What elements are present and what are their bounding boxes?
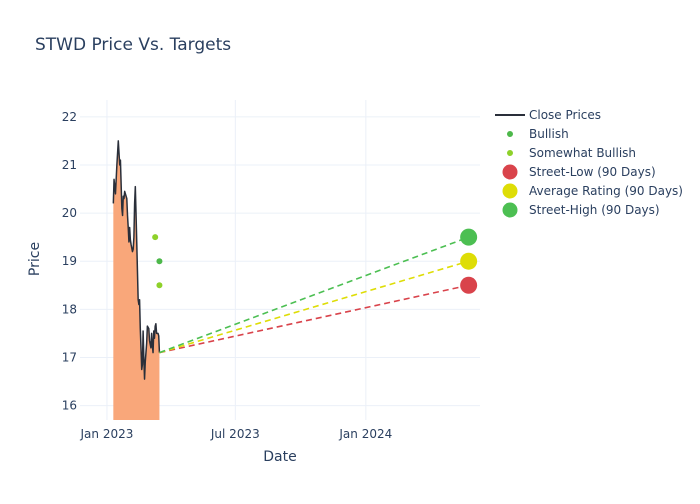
x-tick-label: Jan 2024 xyxy=(338,427,392,441)
target-marker xyxy=(460,276,478,294)
x-axis-ticks: Jan 2023 Jul 2023 Jan 2024 xyxy=(80,427,393,441)
legend-label: Close Prices xyxy=(529,108,601,122)
legend-item[interactable]: Close Prices xyxy=(495,108,601,122)
legend-swatch-circle xyxy=(502,202,518,218)
legend-item[interactable]: Average Rating (90 Days) xyxy=(502,183,684,199)
legend-item[interactable]: Street-Low (90 Days) xyxy=(502,164,656,180)
x-tick-label: Jul 2023 xyxy=(210,427,260,441)
y-axis-ticks: 16 17 18 19 20 21 22 xyxy=(62,110,77,413)
rating-marker-somewhat-bullish xyxy=(156,282,163,289)
y-tick-label: 21 xyxy=(62,158,77,172)
legend-item[interactable]: Street-High (90 Days) xyxy=(502,202,660,218)
y-tick-label: 20 xyxy=(62,206,77,220)
legend-item[interactable]: Bullish xyxy=(507,127,569,141)
legend-label: Bullish xyxy=(529,127,569,141)
y-tick-label: 18 xyxy=(62,302,77,316)
legend[interactable]: Close Prices Bullish Somewhat Bullish Stree… xyxy=(495,108,683,218)
series-markers xyxy=(152,228,478,294)
rating-marker-bullish xyxy=(156,258,163,265)
legend-label: Average Rating (90 Days) xyxy=(529,184,683,198)
close-price-area-fill xyxy=(113,140,160,420)
y-tick-label: 22 xyxy=(62,110,77,124)
legend-label: Street-High (90 Days) xyxy=(529,203,660,217)
target-line xyxy=(159,284,469,354)
target-marker xyxy=(460,228,478,246)
price-area xyxy=(113,140,160,420)
legend-item[interactable]: Somewhat Bullish xyxy=(507,146,636,160)
legend-swatch-circle xyxy=(502,183,518,199)
y-axis-label: Price xyxy=(27,242,43,276)
target-line xyxy=(159,236,469,354)
x-axis-label: Date xyxy=(263,449,296,465)
x-tick-label: Jan 2023 xyxy=(80,427,134,441)
target-line xyxy=(159,260,469,354)
legend-swatch-circle xyxy=(502,164,518,180)
legend-swatch-dot xyxy=(507,150,513,156)
legend-label: Street-Low (90 Days) xyxy=(529,165,656,179)
close-price-line xyxy=(112,140,161,380)
y-tick-label: 16 xyxy=(62,399,77,413)
legend-label: Somewhat Bullish xyxy=(529,146,636,160)
target-marker xyxy=(460,252,478,270)
y-tick-label: 19 xyxy=(62,254,77,268)
chart-title: STWD Price Vs. Targets xyxy=(35,35,231,55)
y-tick-label: 17 xyxy=(62,350,77,364)
rating-marker-somewhat-bullish xyxy=(152,234,159,241)
legend-swatch-dot xyxy=(507,131,513,137)
series-lines xyxy=(112,140,469,380)
